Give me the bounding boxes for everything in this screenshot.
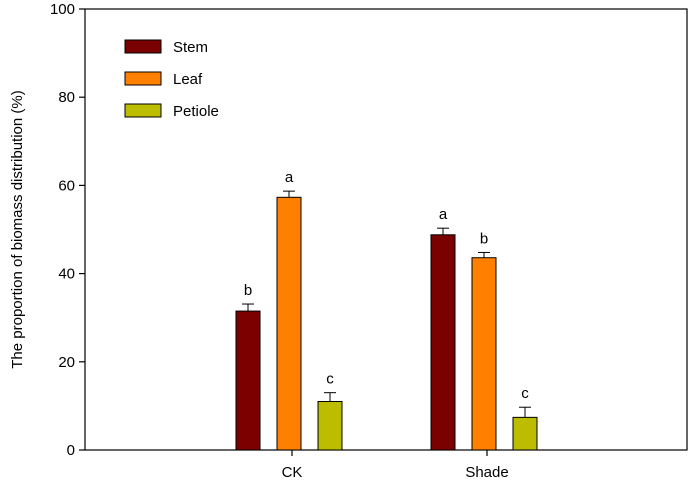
bar-stem (235, 310, 261, 451)
significance-letter: b (244, 282, 252, 299)
x-tick-label: CK (282, 464, 303, 481)
y-axis-label: The proportion of biomass distribution (… (9, 90, 26, 368)
legend-swatch-petiole (124, 103, 162, 118)
bar-stem (430, 234, 456, 451)
bar-leaf (276, 196, 302, 451)
x-tick-label: Shade (465, 464, 508, 481)
bars: b a a b c c (235, 169, 538, 451)
y-tick-label: 60 (58, 177, 75, 194)
significance-letter: b (480, 230, 488, 247)
significance-letter: c (521, 385, 529, 402)
axes: 0 20 40 60 80 100 CK Shade (50, 1, 688, 481)
y-tick-label: 40 (58, 266, 75, 283)
y-tick-label: 80 (58, 89, 75, 106)
legend: Stem Leaf Petiole (124, 39, 219, 120)
legend-label-stem: Stem (173, 39, 208, 56)
legend-label-leaf: Leaf (173, 71, 203, 88)
significance-letter: c (326, 371, 334, 388)
significance-letter: a (439, 206, 448, 223)
bar-petiole (317, 400, 343, 451)
legend-swatch-stem (124, 39, 162, 54)
y-tick-label: 100 (50, 1, 75, 18)
y-tick-label: 20 (58, 354, 75, 371)
y-tick-label: 0 (67, 442, 75, 459)
legend-swatch-leaf (124, 71, 162, 86)
plot-frame (84, 8, 688, 451)
legend-label-petiole: Petiole (173, 103, 219, 120)
bar-petiole (512, 416, 538, 451)
significance-letter: a (285, 169, 294, 186)
bar-leaf (471, 257, 497, 451)
